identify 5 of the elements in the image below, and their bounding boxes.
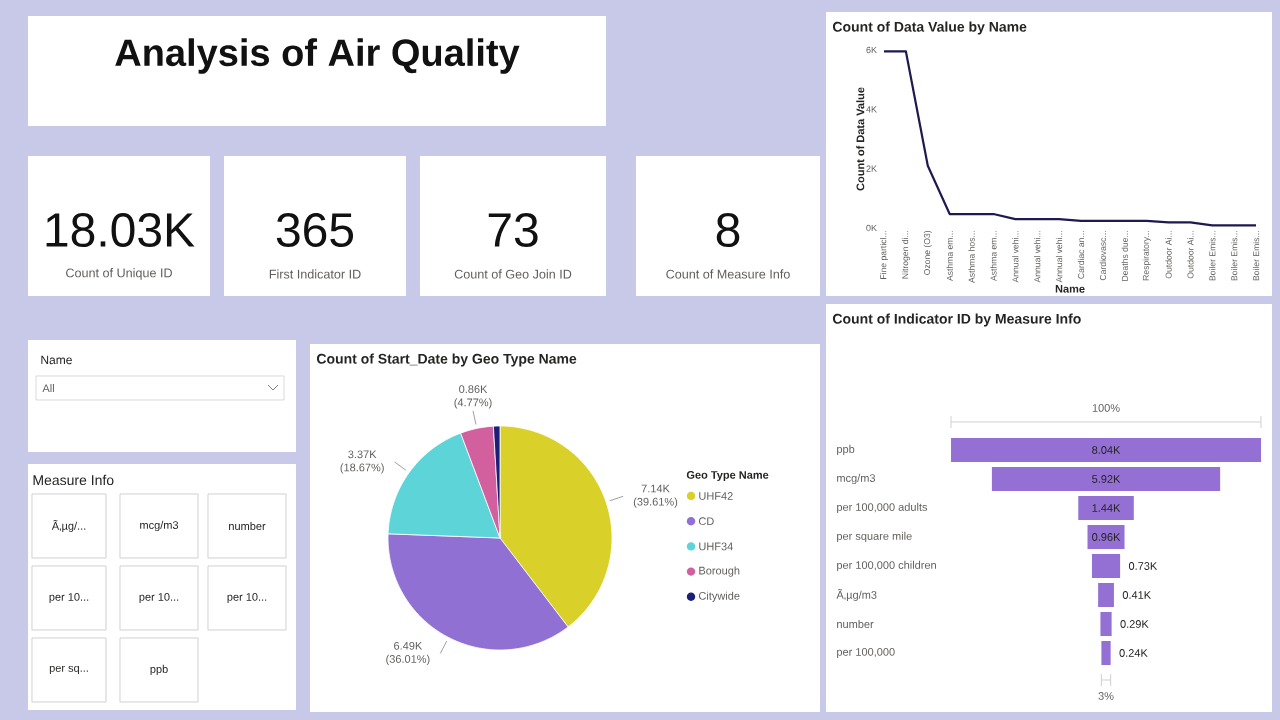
text: Analysis of Air Quality [115,38,520,74]
text: 365 [276,212,354,247]
text: 18.03K [46,212,195,247]
text: 8 [716,212,740,247]
text: 73 [488,212,538,247]
